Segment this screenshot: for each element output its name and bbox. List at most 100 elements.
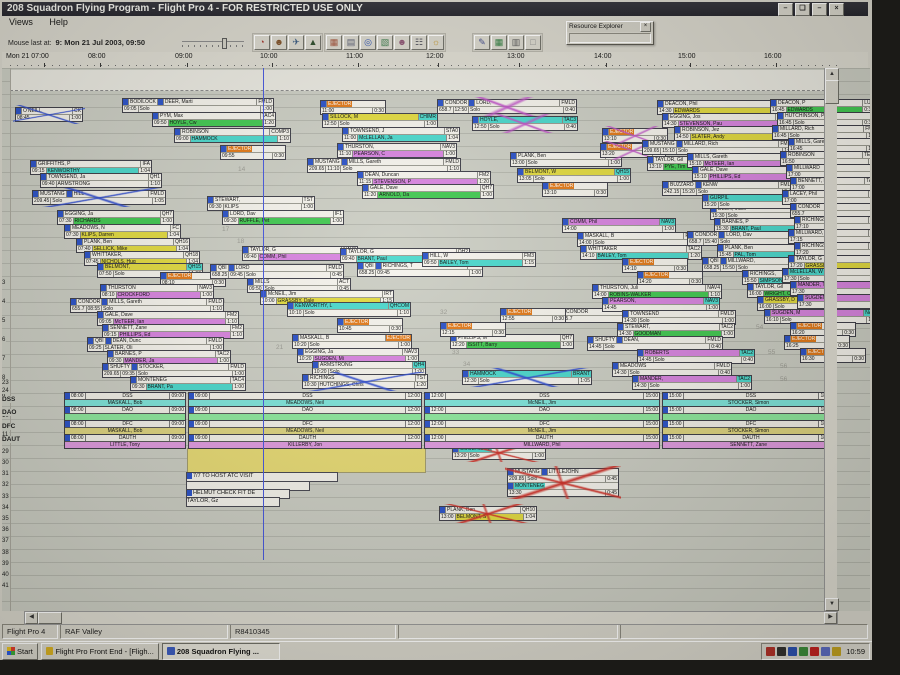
sortie-block[interactable]: THURSTON, Juli NAV4 14:00 ROBINS-WALKER 1:10 [592, 284, 722, 299]
eraser-icon[interactable]: □ [525, 35, 541, 50]
sortie-block[interactable]: THURSTON NAV3 08:10 CROCKFORD 1:00 [100, 284, 214, 299]
sortie-block[interactable]: EJECTOR 10:45 0:30 [337, 318, 403, 333]
sortie-block[interactable]: MUSTANG LITTLEJOHN 209.85 Solo 0:45 MONTENEG 1… [505, 466, 621, 499]
sortie-block[interactable]: EJECTOR 13:10 0:30 [542, 182, 608, 197]
sortie-block[interactable]: HILL, W FM3 09:50 BAILEY, Tom 1:15 [422, 252, 536, 267]
title-bar[interactable]: 208 Squadron Flying Program - Flight Pro… [2, 2, 868, 16]
sortie-block[interactable]: DEAN, Duncan FM2 11:15 STEVENSON, P 1:20 [357, 171, 491, 186]
taskbar-task[interactable]: Flight Pro Front End - [Fligh... [40, 642, 159, 660]
note-bar[interactable]: TAYLOR, Gz [186, 497, 280, 507]
layout-icon[interactable]: ▥ [508, 35, 524, 50]
sortie-block[interactable]: TOWNSEND, Ja QH1 09:40 ARMSTRONG 1:10 [40, 173, 162, 188]
sortie-block[interactable]: HAMMOCK BRANT 12:30 Solo 1:05 [460, 368, 594, 387]
duty-segment-dfc[interactable]: 09:00 DFC 12:00 MEADOWS, Neil [188, 420, 422, 435]
query-icon[interactable]: ▧ [377, 35, 393, 50]
sortie-block[interactable]: PHILLIPS, M QH7 12:20 ISSITT, Barry 1:00 [450, 334, 574, 349]
sortie-block[interactable]: EJECTOR 14:10 0:30 [622, 258, 688, 273]
tray-icon[interactable] [766, 646, 776, 656]
sortie-block[interactable]: PLANK, Ben QH10 13:00 BELMONT, S 1:04 [437, 504, 539, 523]
sortie-block[interactable]: SILLOCK, M CHIMR 12:50 Solo 1:00 [322, 113, 438, 128]
sortie-block[interactable]: MONTENEG TAC4 09:30 BRANT, Pa 1:00 [130, 376, 246, 391]
sortie-block[interactable]: O'NEILL CK 08:45 1:00 [13, 105, 85, 124]
tray-icon[interactable] [821, 646, 831, 656]
duty-segment-dfc[interactable]: 08:00 DFC 09:00 MASKALL, Bob [64, 420, 186, 435]
sortie-block[interactable]: GRIFFITHS, P IFA 09:15 KENWORTHY 1:04 [30, 160, 152, 175]
calculator-icon[interactable]: ☷ [411, 35, 427, 50]
duty-segment-dss[interactable]: 12:00 DSS 15:00 McNEIL, Jim [424, 392, 660, 407]
taskbar-task[interactable]: 208 Squadron Flying ... [161, 642, 280, 660]
sortie-block[interactable]: MUSTANG HILL FMLD 209.45 Solo 1:05 [30, 188, 168, 207]
duty-segment-dss[interactable]: 15:00DSS18:00STOCKER, Simon [662, 392, 835, 407]
sortie-block[interactable]: EJECTOR 08:10 0:30 [160, 272, 226, 287]
resource-explorer-palette[interactable]: Resource Explorer × [566, 21, 654, 45]
window-control-icon[interactable]: – [778, 3, 793, 16]
resource-explorer-body[interactable] [569, 33, 651, 43]
sortie-block[interactable]: WHITTAKER, QH18 07:45 NICHOLS, Hug 1:04 [84, 251, 200, 266]
scroll-right-icon[interactable]: ▶ [824, 612, 837, 624]
globe-icon[interactable]: ◔ [254, 35, 270, 50]
sortie-block[interactable]: MEADOWS, N FC 07:30 KLIPS, Darren 1:04 [64, 224, 181, 239]
aircraft-icon[interactable]: ✈ [288, 35, 304, 50]
duty-segment-dao[interactable]: 09:00 DAO 12:00 [188, 406, 422, 421]
person-icon[interactable]: ☻ [271, 35, 287, 50]
close-icon[interactable]: × [640, 22, 651, 32]
scroll-left-icon[interactable]: ◀ [25, 612, 38, 624]
sortie-block[interactable]: KENWORTHY, L QHCOM 10:10 Solo 1:10 [287, 302, 411, 317]
picture-icon[interactable]: ▦ [326, 35, 342, 50]
sortie-block[interactable]: SENNETT, Zane FM2 09:15 PHILLIPS, Ed 1:10 [102, 324, 244, 339]
scroll-down-icon[interactable]: ▼ [825, 598, 839, 611]
sortie-block[interactable]: PLANK, Ben QH16 07:40 SELLICK, Mike 1:04 [76, 238, 190, 253]
sortie-block[interactable]: QBI DEAN, Dunc FMLD 09:25 SLATER, Oli 1:00 [87, 337, 224, 352]
tray-icon[interactable] [799, 646, 809, 656]
sortie-block[interactable]: LORD, Dav IF1 09:30 RUFFLE, Pet 1:00 [222, 210, 344, 225]
sun-icon[interactable]: ☼ [428, 35, 444, 50]
duty-segment-dauth[interactable]: 09:00 DAUTH 12:00 KILLERBY, Jon [188, 434, 422, 449]
sortie-block[interactable]: EJECTOR 12:55 0:30 [500, 308, 566, 323]
horizontal-scrollbar[interactable]: ◀ ▶ [24, 611, 838, 625]
sortie-block[interactable]: QBI LORD FMLD 658.25 09:45 Solo 0:45 [210, 264, 344, 279]
sortie-block[interactable]: EJECTOR 12:15 0:30 [440, 322, 506, 337]
sortie-block[interactable]: MASKALL, B EJECTOR 10:20 Solo 1:00 [292, 334, 412, 349]
horizontal-scroll-thumb[interactable] [38, 612, 62, 624]
vertical-scroll-thumb[interactable] [825, 80, 839, 104]
duty-segment-dauth[interactable]: 12:00 DAUTH 15:00 MILLWARD, Phil [424, 434, 660, 449]
duty-segment-dfc[interactable]: 15:00DFC18:00STOCKER, Simon [662, 420, 835, 435]
sortie-block[interactable]: ROBINSON COMP3 09:00 HAMMOCK 1:10 [174, 128, 291, 143]
start-button[interactable]: Start [2, 642, 38, 660]
window-control-icon[interactable]: – [812, 3, 827, 16]
sortie-block[interactable]: EJECTOR 09:55 0:30 [220, 145, 286, 160]
duty-segment-dao[interactable]: 15:00DAO18:00 [662, 406, 835, 421]
document-icon[interactable]: ▤ [343, 35, 359, 50]
penguin-icon[interactable]: ▲ [305, 35, 321, 50]
sortie-block[interactable]: TOWNSEND FMLD 14:30 Solo 1:00 [622, 310, 736, 325]
sortie-block[interactable]: STEWART, TST 09:30 KLIPS 1:00 [207, 196, 315, 211]
schedule-chart[interactable]: ▲ ▼ 345678910112324DSSDAODFCDAUT29303132… [2, 68, 870, 611]
tray-icon[interactable] [810, 646, 820, 656]
window-control-icon[interactable]: ❏ [795, 3, 810, 16]
tray-icon[interactable] [832, 646, 842, 656]
sortie-block[interactable]: MANDER, TAC2 14:30 Solo 1:00 [632, 375, 752, 390]
zoom-icon[interactable]: ◎ [360, 35, 376, 50]
pen-icon[interactable]: ✎ [474, 35, 490, 50]
sortie-block[interactable]: COMM, Phil NAV3 14:00 1:00 [562, 218, 676, 233]
grid-icon[interactable]: ▦ [491, 35, 507, 50]
sortie-block[interactable]: WHITTAKER TAC2 14:10 BAILEY, Tom 1:20 [580, 245, 702, 260]
sortie-block[interactable]: CONDOR LORD, FMLD 658.7 12:50 Solo 0:40 [435, 97, 579, 116]
tray-icon[interactable] [777, 646, 787, 656]
sortie-block[interactable]: EJECTOR 14:20 0:30 [637, 271, 703, 286]
sortie-block[interactable]: BELMONT, W QH15 13:05 Solo 1:00 [517, 168, 631, 183]
duty-segment-dauth[interactable]: 08:00 DAUTH 09:00 LITTLE, Tony [64, 434, 186, 449]
duty-segment-dss[interactable]: 08:00 DSS 09:00 MASKALL, Bob [64, 392, 186, 407]
duty-segment-dao[interactable]: 12:00 DAO 15:00 [424, 406, 660, 421]
sortie-block[interactable]: TOWNSEND, J STA0 11:00 McLELLAN, Ja 1:04 [342, 127, 460, 142]
sortie-block[interactable]: BARNES, P TAC2 09:30 MANDER, Ja 1:00 [107, 350, 231, 365]
duty-segment-dao[interactable]: 08:00 DAO 09:00 [64, 406, 186, 421]
sortie-block[interactable]: BODILOCK DEER, Marti FMLD 09:05 Solo 1:00 [122, 98, 274, 113]
duty-segment-dss[interactable]: 09:00 DSS 12:00 MEADOWS, Neil [188, 392, 422, 407]
user-icon[interactable]: ☻ [394, 35, 410, 50]
sortie-block[interactable]: THURSTON, NAV3 11:10 PEARSON, C 1:00 [337, 143, 457, 158]
tray-icon[interactable] [788, 646, 798, 656]
menu-help[interactable]: Help [49, 17, 68, 27]
